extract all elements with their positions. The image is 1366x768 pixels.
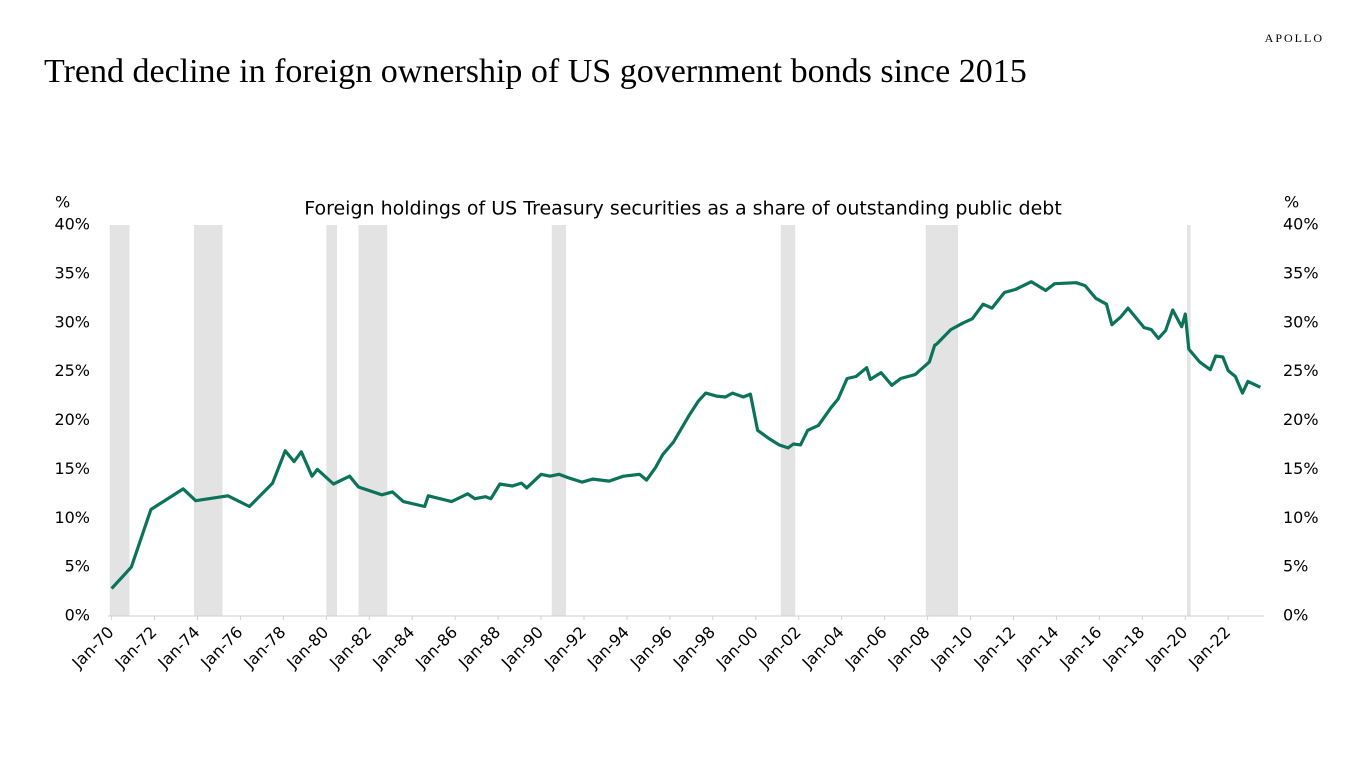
- x-tick-label: Jan-18: [1098, 623, 1148, 673]
- x-tick-label: Jan-86: [411, 623, 461, 673]
- x-tick-label: Jan-88: [454, 623, 504, 673]
- recession-band: [925, 225, 958, 616]
- x-tick-label: Jan-22: [1184, 623, 1234, 673]
- recession-band: [551, 225, 567, 616]
- y2-tick-label: 30%: [1283, 312, 1319, 331]
- x-tick-label: Jan-78: [239, 623, 289, 673]
- y-tick-label: 20%: [54, 410, 90, 429]
- x-tick-label: Jan-80: [282, 623, 332, 673]
- y-tick-label: 10%: [54, 508, 90, 527]
- x-tick-label: Jan-98: [669, 623, 719, 673]
- chart-subtitle: Foreign holdings of US Treasury securiti…: [304, 198, 1062, 220]
- data-line: [110, 280, 1262, 590]
- x-tick-label: Jan-70: [68, 623, 118, 673]
- y2-tick-label: 10%: [1283, 508, 1319, 527]
- y2-tick-label: 0%: [1283, 606, 1308, 625]
- y2-tick-label: 40%: [1283, 215, 1319, 234]
- x-tick-label: Jan-96: [626, 623, 676, 673]
- x-tick-label: Jan-72: [110, 623, 160, 673]
- recession-band: [1187, 225, 1191, 616]
- y-axis-label: %: [55, 193, 70, 212]
- x-tick-label: Jan-02: [755, 623, 805, 673]
- x-tick-label: Jan-06: [841, 623, 891, 673]
- y2-tick-label: 15%: [1283, 459, 1319, 478]
- y-tick-label: 5%: [65, 557, 90, 576]
- x-tick-label: Jan-00: [712, 623, 762, 673]
- y2-tick-label: 35%: [1283, 263, 1319, 282]
- y2-tick-label: 20%: [1283, 410, 1319, 429]
- x-tick-label: Jan-20: [1141, 623, 1191, 673]
- x-tick-label: Jan-10: [926, 623, 976, 673]
- recession-band: [780, 225, 796, 616]
- x-tick-label: Jan-04: [798, 623, 848, 673]
- x-tick-label: Jan-90: [497, 623, 547, 673]
- y-tick-label: 40%: [54, 215, 90, 234]
- recession-band: [109, 225, 130, 616]
- x-tick-label: Jan-12: [969, 623, 1019, 673]
- x-tick-label: Jan-16: [1055, 623, 1105, 673]
- x-tick-label: Jan-84: [368, 623, 418, 673]
- x-tick-label: Jan-76: [196, 623, 246, 673]
- recession-band: [358, 225, 388, 616]
- y-tick-label: 0%: [65, 606, 90, 625]
- y-tick-label: 35%: [54, 263, 90, 282]
- x-tick-label: Jan-82: [325, 623, 375, 673]
- x-tick-label: Jan-94: [583, 623, 633, 673]
- chart-title: Trend decline in foreign ownership of US…: [44, 53, 1027, 90]
- x-tick-label: Jan-92: [540, 623, 590, 673]
- y-tick-label: 25%: [54, 361, 90, 380]
- recession-band: [326, 225, 338, 616]
- y-tick-label: 15%: [54, 459, 90, 478]
- y-tick-label: 30%: [54, 312, 90, 331]
- x-tick-label: Jan-14: [1012, 623, 1062, 673]
- brand: APOLLO: [1265, 31, 1324, 45]
- y2-tick-label: 25%: [1283, 361, 1319, 380]
- y2-axis-label: %: [1284, 193, 1299, 212]
- recession-band: [193, 225, 223, 616]
- y2-tick-label: 5%: [1283, 557, 1308, 576]
- x-tick-label: Jan-08: [884, 623, 934, 673]
- x-tick-label: Jan-74: [153, 623, 203, 673]
